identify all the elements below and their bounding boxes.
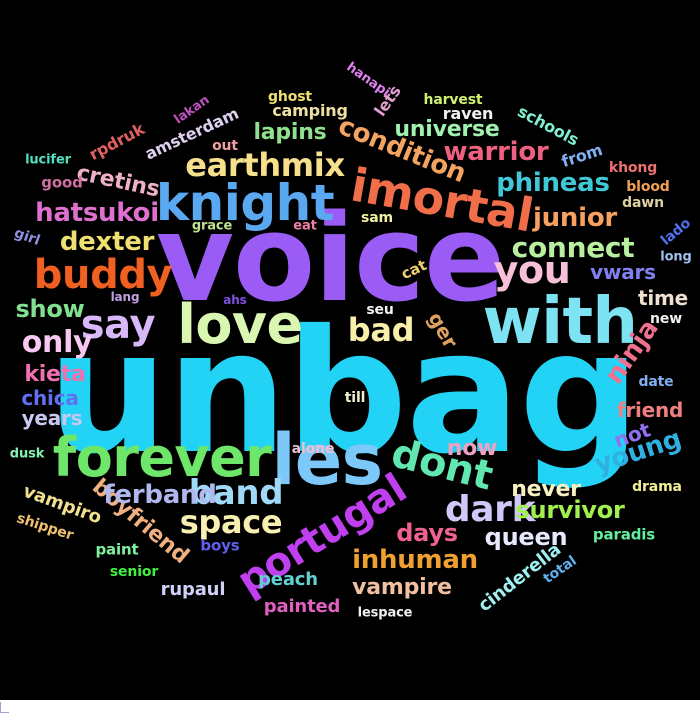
word-bad: bad	[347, 311, 415, 349]
word-lado: lado	[658, 215, 694, 249]
word-connect: connect	[511, 231, 635, 264]
word-date: date	[638, 374, 674, 390]
word-good: good	[41, 173, 83, 192]
word-lapins: lapins	[253, 120, 327, 145]
word-phineas: phineas	[496, 168, 610, 198]
word-out: out	[212, 138, 238, 154]
word-earthmix: earthmix	[185, 146, 345, 184]
word-chica: chica	[21, 386, 79, 410]
word-harvest: harvest	[423, 92, 483, 108]
word-rpdruk: rpdruk	[85, 119, 148, 164]
word-you: you	[493, 248, 571, 292]
word-paradis: paradis	[592, 525, 656, 544]
word-say: say	[80, 302, 156, 348]
word-khong: khong	[608, 160, 658, 176]
word-dark: dark	[444, 489, 536, 530]
word-kieta: kieta	[24, 362, 86, 387]
word-raven: raven	[442, 104, 494, 123]
word-lucifer: lucifer	[25, 152, 71, 168]
word-junior: junior	[533, 203, 617, 233]
word-never: never	[511, 477, 581, 502]
word-knight: knight	[155, 174, 335, 232]
word-les: les	[271, 419, 383, 501]
word-rupaul: rupaul	[160, 579, 226, 600]
word-girl: girl	[12, 225, 42, 249]
word-forever: forever	[52, 426, 272, 489]
word-unbag: unbag	[47, 294, 640, 492]
word-cretins: cretins	[74, 160, 162, 203]
word-vampire: vampire	[352, 575, 452, 600]
word-peach: peach	[258, 569, 318, 590]
word-time: time	[637, 286, 689, 310]
word-only: only	[21, 325, 93, 360]
word-years: years	[21, 406, 83, 430]
word-seu: seu	[366, 302, 394, 318]
word-survivor: survivor	[515, 496, 625, 524]
word-hanapi: hanapi	[343, 59, 393, 101]
word-senior: senior	[109, 564, 159, 580]
word-vwars: vwars	[590, 260, 656, 284]
word-paint: paint	[95, 540, 139, 559]
word-sam: sam	[361, 210, 393, 226]
word-ferband: ferband	[103, 480, 217, 510]
word-new: new	[650, 311, 682, 327]
word-love: love	[177, 293, 303, 356]
word-universe: universe	[394, 117, 500, 142]
word-long: long	[660, 249, 692, 265]
word-buddy: buddy	[33, 252, 173, 298]
word-lang: lang	[110, 290, 140, 304]
word-days: days	[396, 519, 458, 547]
word-band: band	[188, 473, 284, 513]
word-grace: grace	[191, 218, 233, 234]
word-hatsukoi: hatsukoi	[35, 198, 159, 228]
word-queen: queen	[484, 523, 568, 551]
word-camping: camping	[272, 101, 348, 120]
word-boys: boys	[200, 536, 240, 555]
word-blood: blood	[626, 179, 670, 195]
word-dusk: dusk	[9, 446, 45, 462]
word-inhuman: inhuman	[352, 545, 478, 575]
word-show: show	[15, 295, 85, 323]
word-voice: voice	[155, 190, 506, 329]
corner-mark	[0, 702, 9, 713]
word-space: space	[179, 503, 283, 541]
word-now: now	[446, 436, 498, 461]
word-till: till	[344, 390, 366, 406]
word-with: with	[482, 285, 638, 359]
word-drama: drama	[632, 479, 682, 495]
word-dexter: dexter	[59, 227, 155, 257]
word-warrior: warrior	[443, 137, 549, 167]
word-dawn: dawn	[622, 195, 664, 211]
word-lespace: lespace	[357, 605, 413, 621]
word-alone: alone	[291, 441, 335, 457]
word-ahs: ahs	[223, 293, 247, 307]
word-painted: painted	[263, 596, 341, 617]
word-friend: friend	[616, 398, 684, 422]
word-ghost: ghost	[268, 89, 312, 105]
word-eat: eat	[293, 218, 317, 234]
